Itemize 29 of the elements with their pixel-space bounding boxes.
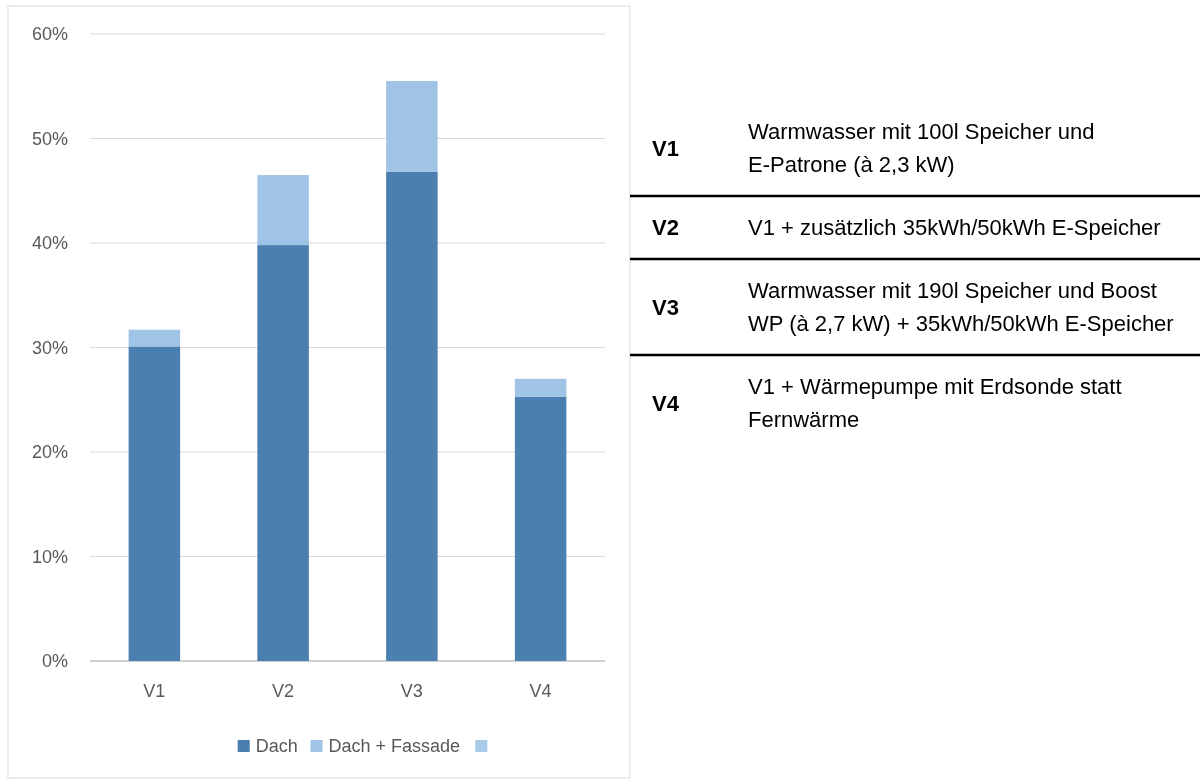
legend-label: Dach	[255, 736, 298, 757]
bar	[514, 396, 567, 661]
text: V4	[652, 390, 680, 416]
bar	[128, 346, 181, 661]
legend-label: Dach + Fassade	[328, 736, 461, 757]
y-tick-label: 60%	[31, 24, 68, 45]
y-tick-label: 20%	[31, 442, 68, 463]
bar	[386, 81, 438, 172]
y-tick-label: 40%	[31, 233, 68, 254]
y-tick-label: 10%	[31, 546, 68, 567]
x-tick-label: V1	[143, 681, 166, 701]
x-tick-label: V2	[272, 681, 295, 701]
y-tick-label: 50%	[31, 128, 68, 149]
bar	[257, 175, 309, 246]
text: V1 + Wärmepumpe mit Erdsonde statt Fernwärme	[748, 374, 1122, 433]
bar	[514, 378, 567, 397]
text: V3	[652, 294, 679, 320]
x-tick-label: V4	[529, 681, 552, 701]
bar	[386, 171, 438, 661]
text: V1 + zusätzlich 35kWh/50kWh E-Speicher	[748, 215, 1161, 241]
text: Warmwasser mit 100l Speicher und E-Patrone (à 2,3 kW)	[748, 119, 1095, 178]
text: V1	[652, 135, 679, 161]
bar	[257, 245, 309, 661]
y-tick-label: 0%	[41, 651, 68, 672]
x-tick-label: V3	[400, 681, 423, 701]
y-tick-label: 30%	[31, 337, 68, 358]
text: Warmwasser mit 190l Speicher und Boost WP (à 2,7 kW) + 35kWh/50kWh E-Speicher	[748, 278, 1174, 337]
bar	[128, 329, 181, 347]
text: V2	[652, 215, 679, 241]
